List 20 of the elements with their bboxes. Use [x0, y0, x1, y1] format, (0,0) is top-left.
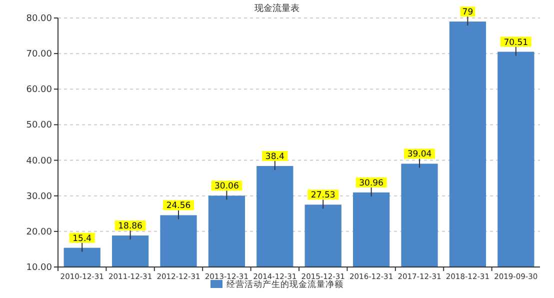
data-label: 30.96 [359, 178, 384, 188]
y-tick-label: 50.00 [26, 120, 52, 131]
y-tick-label: 70.00 [26, 50, 52, 60]
data-label: 18.86 [118, 221, 142, 232]
data-label: 70.51 [504, 38, 528, 48]
data-label: 30.06 [214, 182, 239, 192]
chart-title: 现金流量表 [254, 3, 300, 14]
data-label: 15.4 [72, 234, 92, 244]
y-tick-label: 40.00 [26, 156, 52, 166]
y-tick-label: 20.00 [26, 227, 52, 238]
y-tick-label: 30.00 [26, 192, 52, 202]
data-label: 79 [462, 8, 474, 18]
data-label: 38.4 [265, 152, 284, 162]
y-tick-label: 10.00 [26, 263, 52, 273]
data-label: 39.04 [407, 150, 432, 160]
data-label: 27.53 [310, 190, 336, 201]
data-label: 24.56 [166, 201, 191, 212]
y-tick-label: 80.00 [26, 14, 52, 24]
legend-label: 经营活动产生的现金流量净额 [226, 279, 344, 290]
y-tick-label: 60.00 [26, 85, 52, 96]
